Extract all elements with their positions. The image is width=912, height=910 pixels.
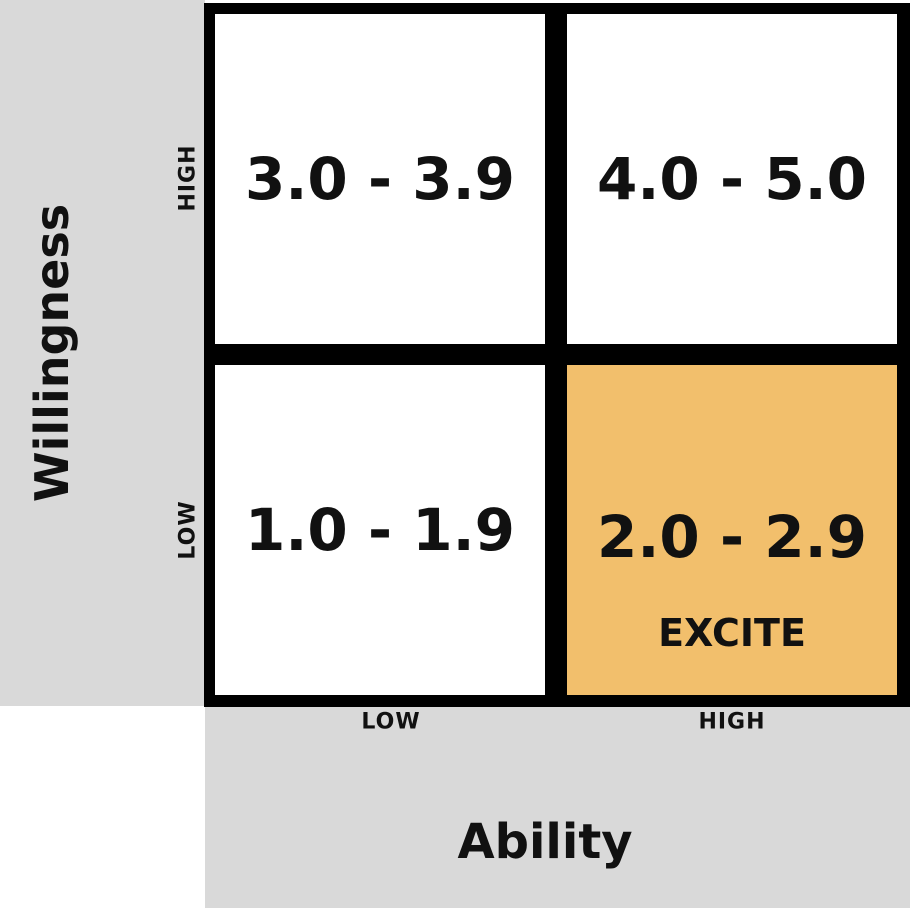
quadrant-value: 1.0 - 1.9 <box>245 496 515 564</box>
y-axis-title: Willingness <box>25 203 79 503</box>
quadrant-value: 3.0 - 3.9 <box>245 145 515 213</box>
quadrant-label: EXCITE <box>658 611 806 655</box>
quadrant-bottom-left: 1.0 - 1.9 <box>215 365 545 695</box>
x-axis-panel <box>205 706 910 908</box>
y-axis-panel <box>0 0 205 706</box>
quadrant-value: 4.0 - 5.0 <box>597 145 867 213</box>
y-tick-high: HIGH <box>175 144 201 212</box>
quadrant-bottom-right: 2.0 - 2.9 EXCITE <box>567 365 897 695</box>
quadrant-value: 2.0 - 2.9 <box>597 503 867 571</box>
y-tick-low: LOW <box>175 500 201 560</box>
x-tick-high: HIGH <box>698 709 766 735</box>
quadrant-top-left: 3.0 - 3.9 <box>215 14 545 344</box>
quadrant-top-right: 4.0 - 5.0 <box>567 14 897 344</box>
x-tick-low: LOW <box>361 709 421 735</box>
x-axis-title: Ability <box>457 814 633 870</box>
quadrant-grid: 3.0 - 3.9 4.0 - 5.0 1.0 - 1.9 2.0 - 2.9 … <box>204 3 910 707</box>
